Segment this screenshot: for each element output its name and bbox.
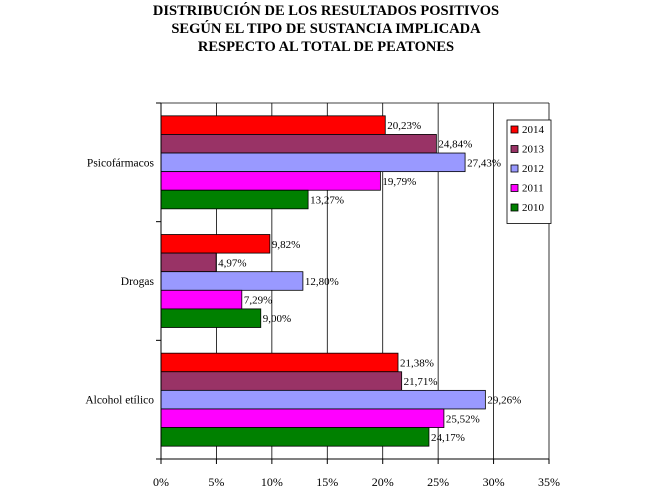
chart-title-line-2: SEGÚN EL TIPO DE SUSTANCIA IMPLICADA: [171, 21, 481, 37]
legend-swatch: [510, 203, 519, 212]
bar: [160, 115, 386, 135]
x-tick-label: 25%: [427, 475, 449, 489]
legend-label: 2012: [522, 163, 544, 175]
bar: [160, 308, 262, 328]
x-tick-label: 0%: [153, 475, 169, 489]
legend-label: 2013: [522, 144, 545, 156]
chart-title-line-1: DISTRIBUCIÓN DE LOS RESULTADOS POSITIVOS: [152, 3, 500, 19]
bar-data-label: 9,82%: [272, 239, 300, 251]
x-tick-label: 30%: [483, 475, 505, 489]
bar: [160, 189, 309, 210]
x-tick-label: 20%: [372, 475, 394, 489]
bar: [160, 352, 399, 373]
x-tick-label: 35%: [538, 475, 560, 489]
legend-label: 2010: [522, 202, 545, 214]
legend-label: 2011: [522, 183, 544, 195]
bar: [160, 234, 271, 254]
bar: [160, 408, 445, 428]
legend-swatch: [510, 145, 519, 153]
bar-data-label: 24,84%: [438, 139, 472, 151]
bar-data-label: 29,26%: [487, 395, 521, 407]
bar-data-label: 27,43%: [467, 157, 501, 169]
bar-data-label: 12,80%: [305, 276, 339, 288]
bar-data-label: 21,38%: [400, 357, 434, 369]
category-label: Drogas: [121, 276, 155, 288]
legend-label: 2014: [522, 124, 545, 136]
legend-swatch: [510, 125, 519, 134]
bar: [160, 171, 381, 191]
bar: [160, 389, 486, 410]
bar: [160, 152, 466, 173]
bar: [160, 427, 430, 447]
x-tick-label: 15%: [316, 475, 338, 489]
legend-swatch: [510, 184, 519, 192]
bar-data-label: 7,29%: [244, 295, 272, 307]
legend-swatch: [510, 164, 519, 173]
bar: [160, 289, 243, 310]
bar-data-label: 19,79%: [382, 176, 416, 188]
category-label: Psicofármacos: [87, 157, 155, 169]
bar: [160, 134, 437, 154]
x-tick-label: 5%: [208, 475, 224, 489]
bar-data-label: 25,52%: [446, 413, 480, 425]
bar: [160, 271, 304, 291]
chart-title: DISTRIBUCIÓN DE LOS RESULTADOS POSITIVOS…: [0, 2, 652, 56]
chart-title-line-3: RESPECTO AL TOTAL DE PEATONES: [197, 39, 455, 55]
bar: [160, 252, 217, 273]
bar-data-label: 21,71%: [404, 376, 438, 388]
x-tick-label: 10%: [261, 475, 283, 489]
bar-data-label: 4,97%: [218, 257, 246, 269]
bar: [160, 371, 403, 391]
bar-data-label: 20,23%: [387, 120, 421, 132]
category-label: Alcohol etílico: [85, 395, 154, 407]
bar-data-label: 24,17%: [431, 432, 465, 444]
bar-data-label: 13,27%: [310, 195, 344, 207]
bar-data-label: 9,00%: [263, 313, 291, 325]
